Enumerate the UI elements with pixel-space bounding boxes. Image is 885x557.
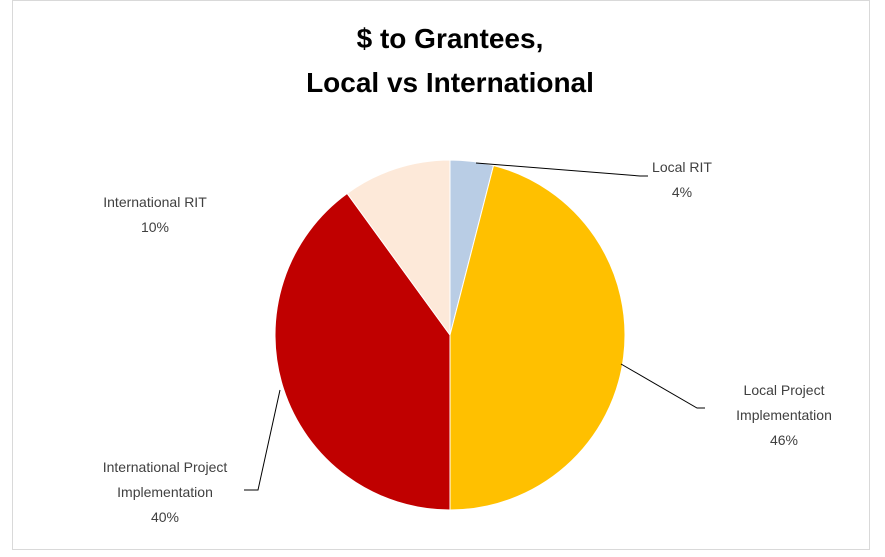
leader-line — [620, 363, 705, 409]
leader-line — [475, 162, 648, 177]
pie-slice — [346, 159, 451, 337]
value-label: 40% — [150, 509, 180, 525]
value-label: 4% — [671, 184, 693, 200]
data-label: International RIT 10% — [75, 190, 235, 240]
leader-line — [244, 389, 281, 491]
category-label: Local Project Implementation — [736, 382, 832, 423]
pie-slice — [274, 192, 451, 511]
chart-title: $ to Grantees, — [357, 23, 544, 54]
category-label: International RIT — [103, 194, 207, 210]
value-label: 10% — [140, 219, 170, 235]
category-label: International Project Implementation — [102, 459, 228, 500]
pie-slice — [449, 164, 626, 511]
data-label: Local RIT 4% — [622, 155, 742, 205]
data-label: Local Project Implementation 46% — [714, 378, 854, 453]
value-label: 46% — [769, 432, 799, 448]
category-label: Local RIT — [652, 159, 712, 175]
data-label: International Project Implementation 40% — [75, 455, 255, 530]
chart-title: Local vs International — [306, 67, 594, 98]
